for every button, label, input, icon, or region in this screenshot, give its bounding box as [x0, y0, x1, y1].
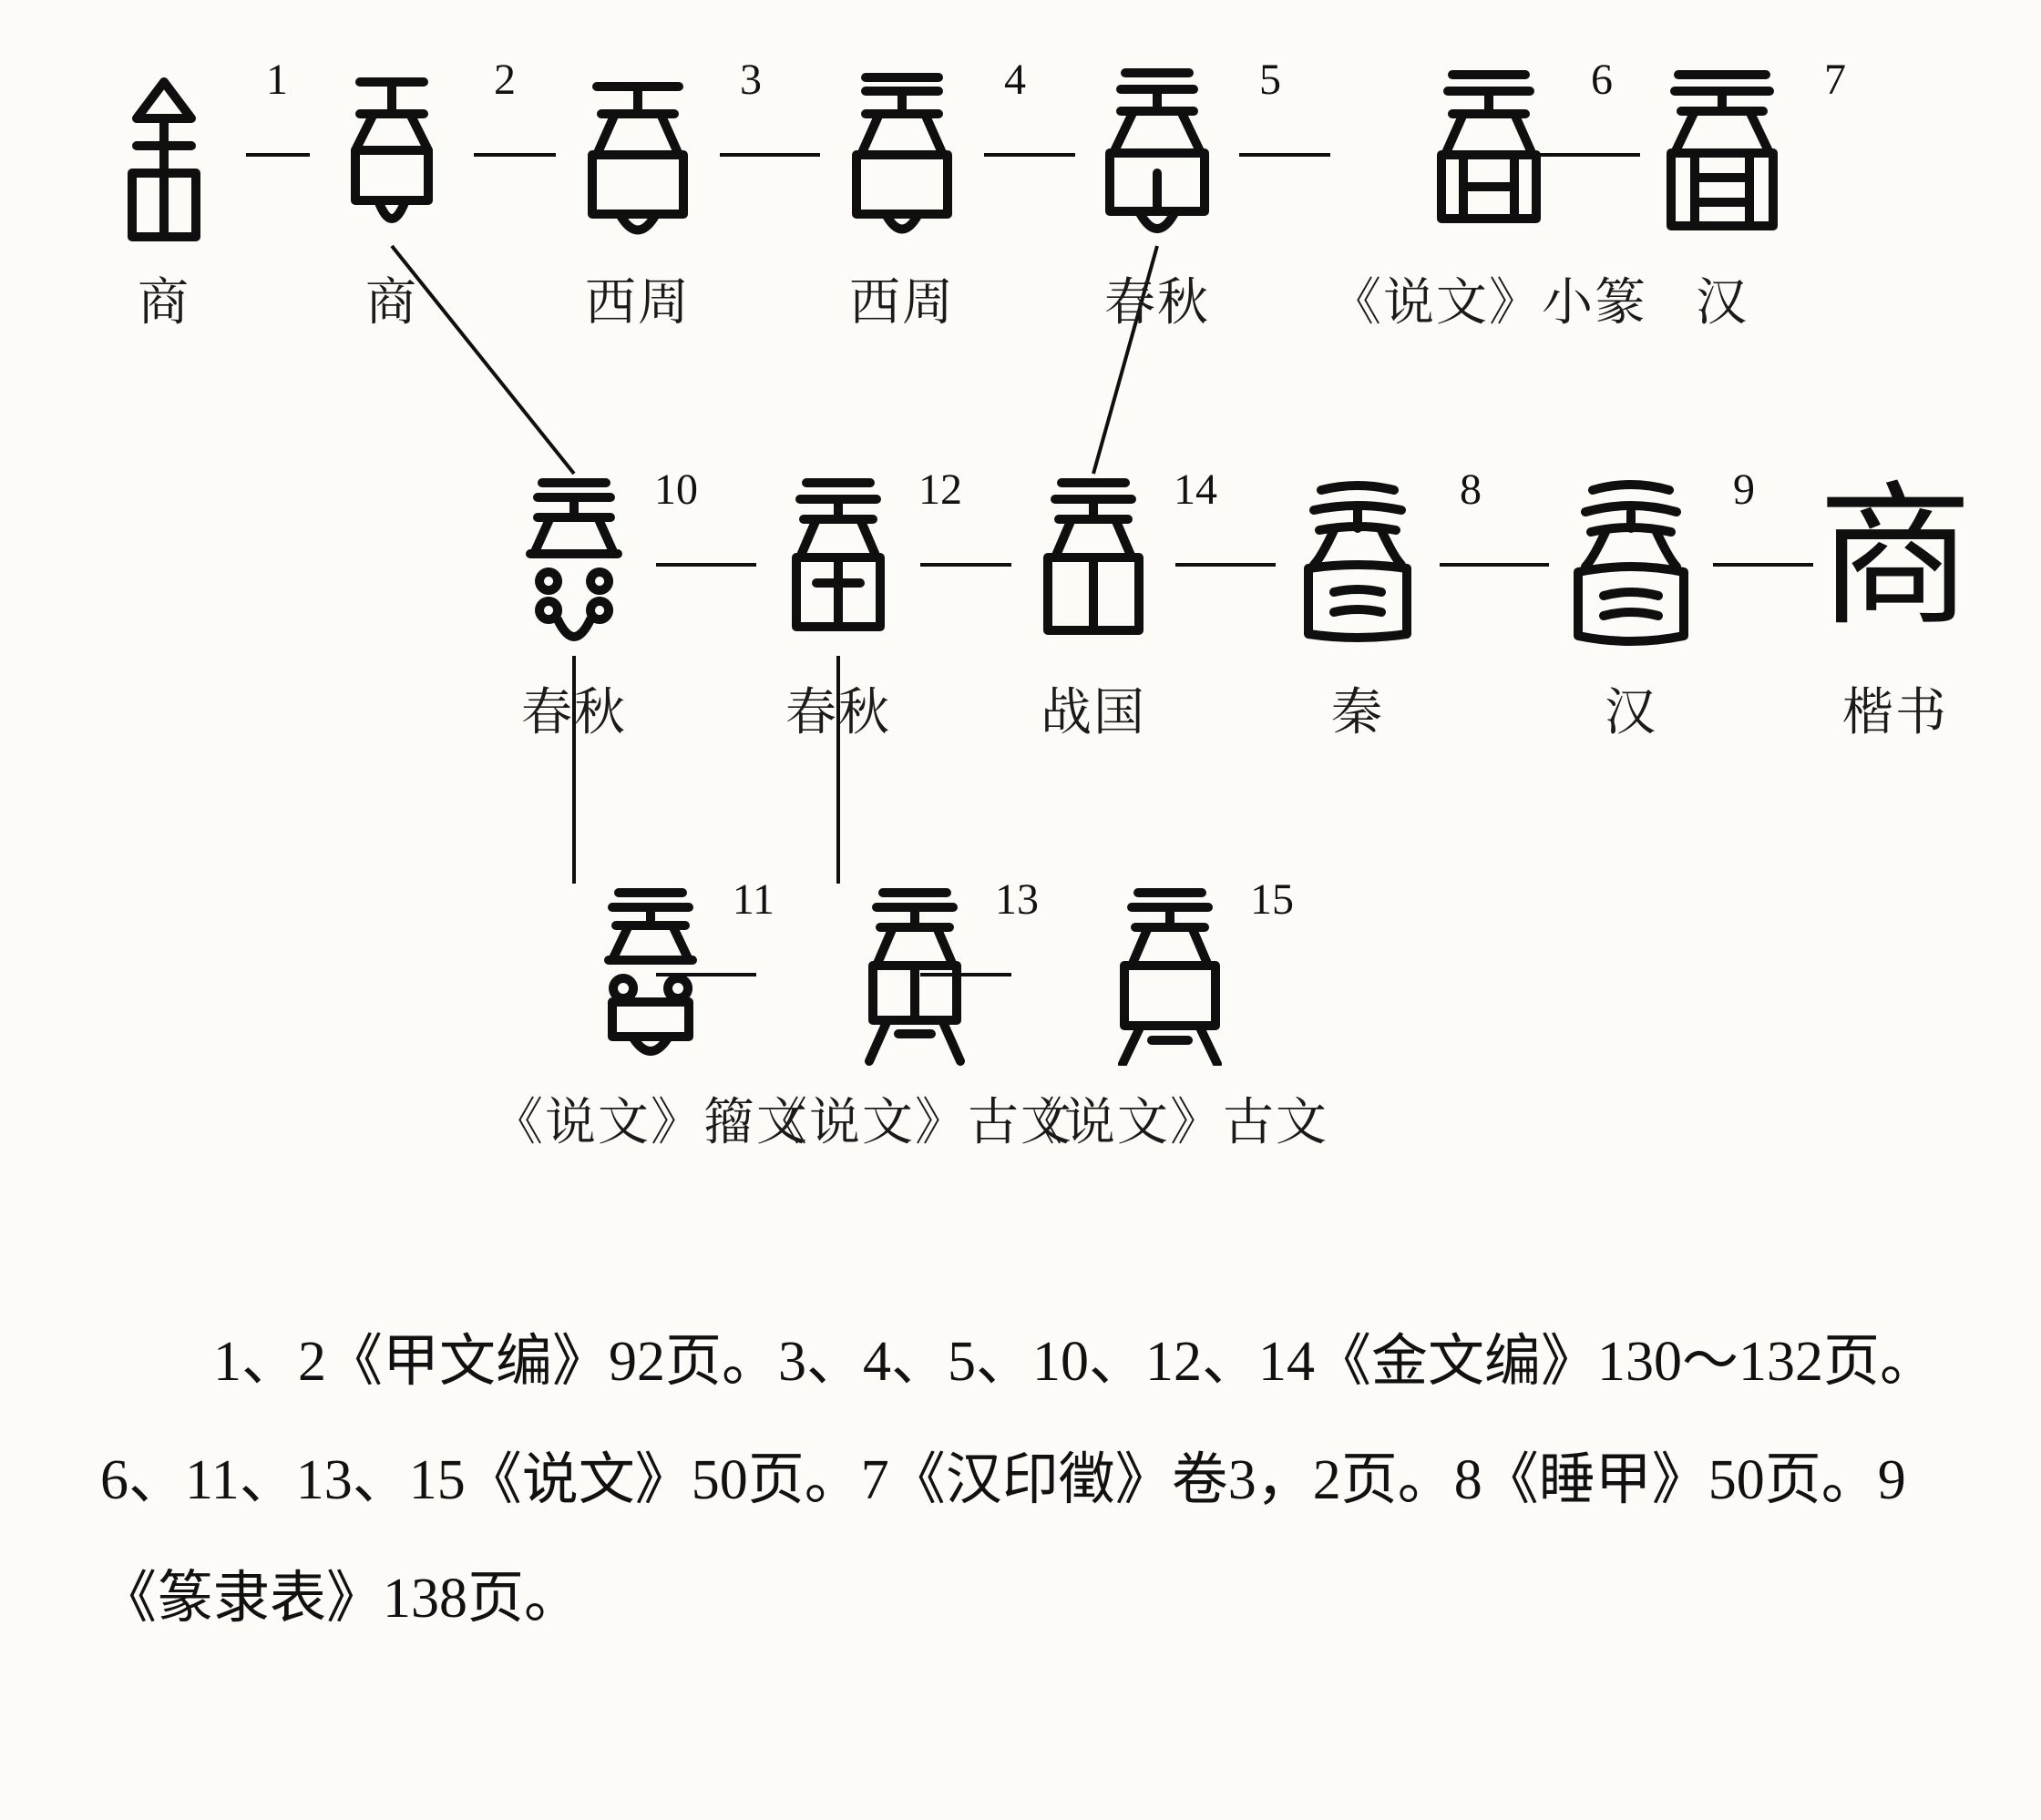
- glyph-node-n4: 4 西周: [820, 64, 984, 335]
- glyph-node-n14: 14 战国: [1011, 474, 1175, 745]
- glyph-node-n7: 7汉: [1640, 64, 1804, 335]
- source-caption: 1、2《甲文编》92页。3、4、5、10、12、14《金文编》130～132页。…: [100, 1303, 1941, 1659]
- superscript-n15: 15: [1250, 874, 1294, 925]
- era-label-n6: 《说文》小篆: [1330, 262, 1647, 335]
- era-label-n7: 汉: [1640, 262, 1804, 335]
- superscript-n8: 8: [1460, 465, 1482, 515]
- glyph-n9: 9: [1549, 474, 1713, 656]
- superscript-n14: 14: [1174, 465, 1217, 515]
- glyph-n14: 14: [1011, 474, 1175, 656]
- superscript-n2: 2: [494, 55, 516, 105]
- glyph-n11: 11: [569, 884, 733, 1066]
- superscript-n6: 6: [1591, 55, 1613, 105]
- glyph-n5: 5: [1075, 64, 1239, 246]
- glyph-n2: 2: [310, 64, 474, 246]
- era-label-n15: 《说文》古文: [1011, 1082, 1328, 1155]
- era-label-n1: 商: [82, 262, 246, 335]
- era-label-n14: 战国: [1011, 672, 1175, 745]
- glyph-n1: 1: [82, 64, 246, 246]
- superscript-n5: 5: [1259, 55, 1281, 105]
- glyph-n15: 15: [1088, 884, 1252, 1066]
- glyph-node-n12: 12 春秋: [756, 474, 920, 745]
- glyph-node-n8: 8秦: [1276, 474, 1440, 745]
- caption-text: 1、2《甲文编》92页。3、4、5、10、12、14《金文编》130～132页。…: [100, 1303, 1941, 1659]
- era-label-n4: 西周: [820, 262, 984, 335]
- superscript-n1: 1: [266, 55, 288, 105]
- glyph-n12: 12: [756, 474, 920, 656]
- glyph-node-n10: 10 春秋: [492, 474, 656, 745]
- era-label-n10: 春秋: [492, 672, 656, 745]
- glyph-n7: 7: [1640, 64, 1804, 246]
- glyph-n4: 4: [820, 64, 984, 246]
- glyph-node-n5: 5 春秋: [1075, 64, 1239, 335]
- superscript-n4: 4: [1004, 55, 1026, 105]
- glyph-node-n2: 2商: [310, 64, 474, 335]
- glyph-node-nK: 楷书: [1813, 474, 1977, 745]
- glyph-node-n1: 1商: [82, 64, 246, 335]
- era-label-n9: 汉: [1549, 672, 1713, 745]
- superscript-n12: 12: [918, 465, 962, 515]
- era-label-n8: 秦: [1276, 672, 1440, 745]
- era-label-n12: 春秋: [756, 672, 920, 745]
- superscript-n10: 10: [654, 465, 698, 515]
- superscript-n9: 9: [1733, 465, 1755, 515]
- glyph-n8: 8: [1276, 474, 1440, 656]
- glyph-node-n3: 3 西周: [556, 64, 720, 335]
- era-label-n5: 春秋: [1075, 262, 1239, 335]
- glyph-n13: 13: [833, 884, 997, 1066]
- glyph-n10: 10: [492, 474, 656, 656]
- era-label-n3: 西周: [556, 262, 720, 335]
- glyph-n6: 6: [1407, 64, 1571, 246]
- glyph-node-n6: 6 《说文》小篆: [1330, 64, 1647, 335]
- glyph-nK: [1813, 474, 1977, 656]
- superscript-n7: 7: [1824, 55, 1846, 105]
- page-root: 1商2商3西周4西周5春秋6《说文》小篆7汉10春秋12春秋14战国8秦9汉楷书…: [0, 0, 2041, 1820]
- glyph-n3: 3: [556, 64, 720, 246]
- superscript-n3: 3: [740, 55, 762, 105]
- era-label-n2: 商: [310, 262, 474, 335]
- glyph-node-n9: 9汉: [1549, 474, 1713, 745]
- era-label-nK: 楷书: [1813, 672, 1977, 745]
- glyph-node-n15: 15 《说文》古文: [1011, 884, 1328, 1155]
